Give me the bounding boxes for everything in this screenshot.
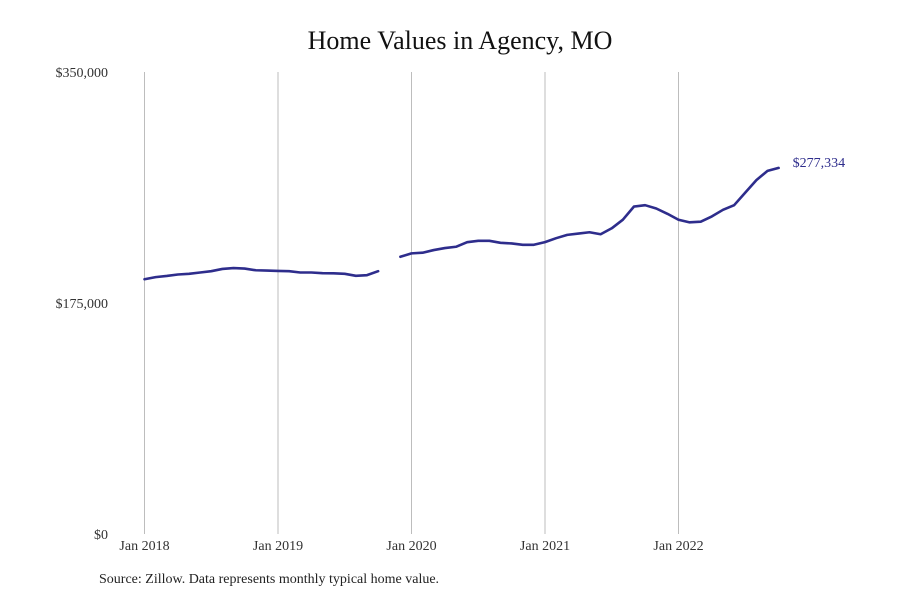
series-line-segment-0-1 [399, 166, 780, 259]
x-tick-label: Jan 2020 [386, 539, 436, 554]
chart-title: Home Values in Agency, MO [307, 26, 613, 55]
y-tick-label: $175,000 [56, 297, 109, 312]
x-tick-label: Jan 2021 [520, 539, 570, 554]
x-tick-label: Jan 2018 [119, 539, 169, 554]
y-axis-ticks: $0 $175,000 $350,000 [56, 66, 109, 543]
gridlines [144, 72, 679, 534]
x-tick-label: Jan 2019 [253, 539, 303, 554]
series-line-segment-0-0 [143, 266, 380, 281]
x-axis-ticks: Jan 2018 Jan 2019 Jan 2020 Jan 2021 Jan 2022 [119, 539, 703, 554]
x-tick-label: Jan 2022 [653, 539, 703, 554]
source-note: Source: Zillow. Data represents monthly … [99, 572, 440, 587]
y-tick-label: $350,000 [56, 66, 109, 81]
series-lines [143, 166, 780, 281]
data-labels: $277,334 [793, 156, 846, 171]
y-tick-label: $0 [94, 528, 108, 543]
end-value-label: $277,334 [793, 156, 846, 171]
